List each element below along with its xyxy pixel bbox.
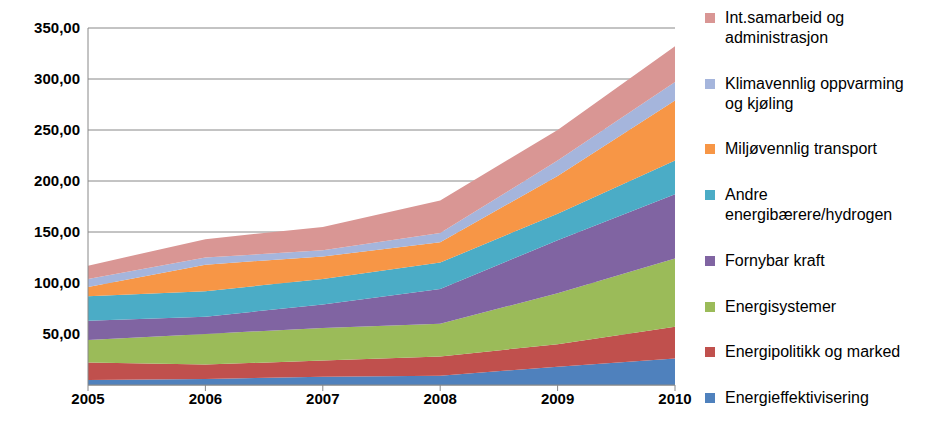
svg-text:2007: 2007 <box>306 390 339 407</box>
svg-text:2008: 2008 <box>424 390 457 407</box>
html-text:Energisystemer: Energisystemer <box>725 297 837 315</box>
svg-text:2006: 2006 <box>189 390 222 407</box>
html-text:Energieffektivisering: Energieffektivisering <box>725 388 869 406</box>
svg-text:200,00: 200,00 <box>34 172 80 189</box>
html-text:Klimavennlig oppvarming og kjø: Klimavennlig oppvarming og kjøling <box>725 74 904 112</box>
svg-text:300,00: 300,00 <box>34 70 80 87</box>
svg-text:150,00: 150,00 <box>34 223 80 240</box>
svg-text:350,00: 350,00 <box>34 19 80 36</box>
html-text:Miljøvennlig transport: Miljøvennlig transport <box>725 140 878 158</box>
html-text:Fornybar kraft: Fornybar kraft <box>725 251 825 269</box>
html-text:Int.samarbeid og administrasjo: Int.samarbeid og administrasjon <box>725 9 845 46</box>
svg-text:2010: 2010 <box>658 390 691 407</box>
svg-text:250,00: 250,00 <box>34 121 80 138</box>
svg-text:2005: 2005 <box>71 390 104 407</box>
svg-text:50,00: 50,00 <box>42 325 80 342</box>
svg-text:2009: 2009 <box>541 390 574 407</box>
html-text:Andre energibærere/hydrogen: Andre energibærere/hydrogen <box>725 186 893 224</box>
svg-text:100,00: 100,00 <box>34 274 80 291</box>
html-text:Energipolitikk og marked: Energipolitikk og marked <box>725 343 901 361</box>
